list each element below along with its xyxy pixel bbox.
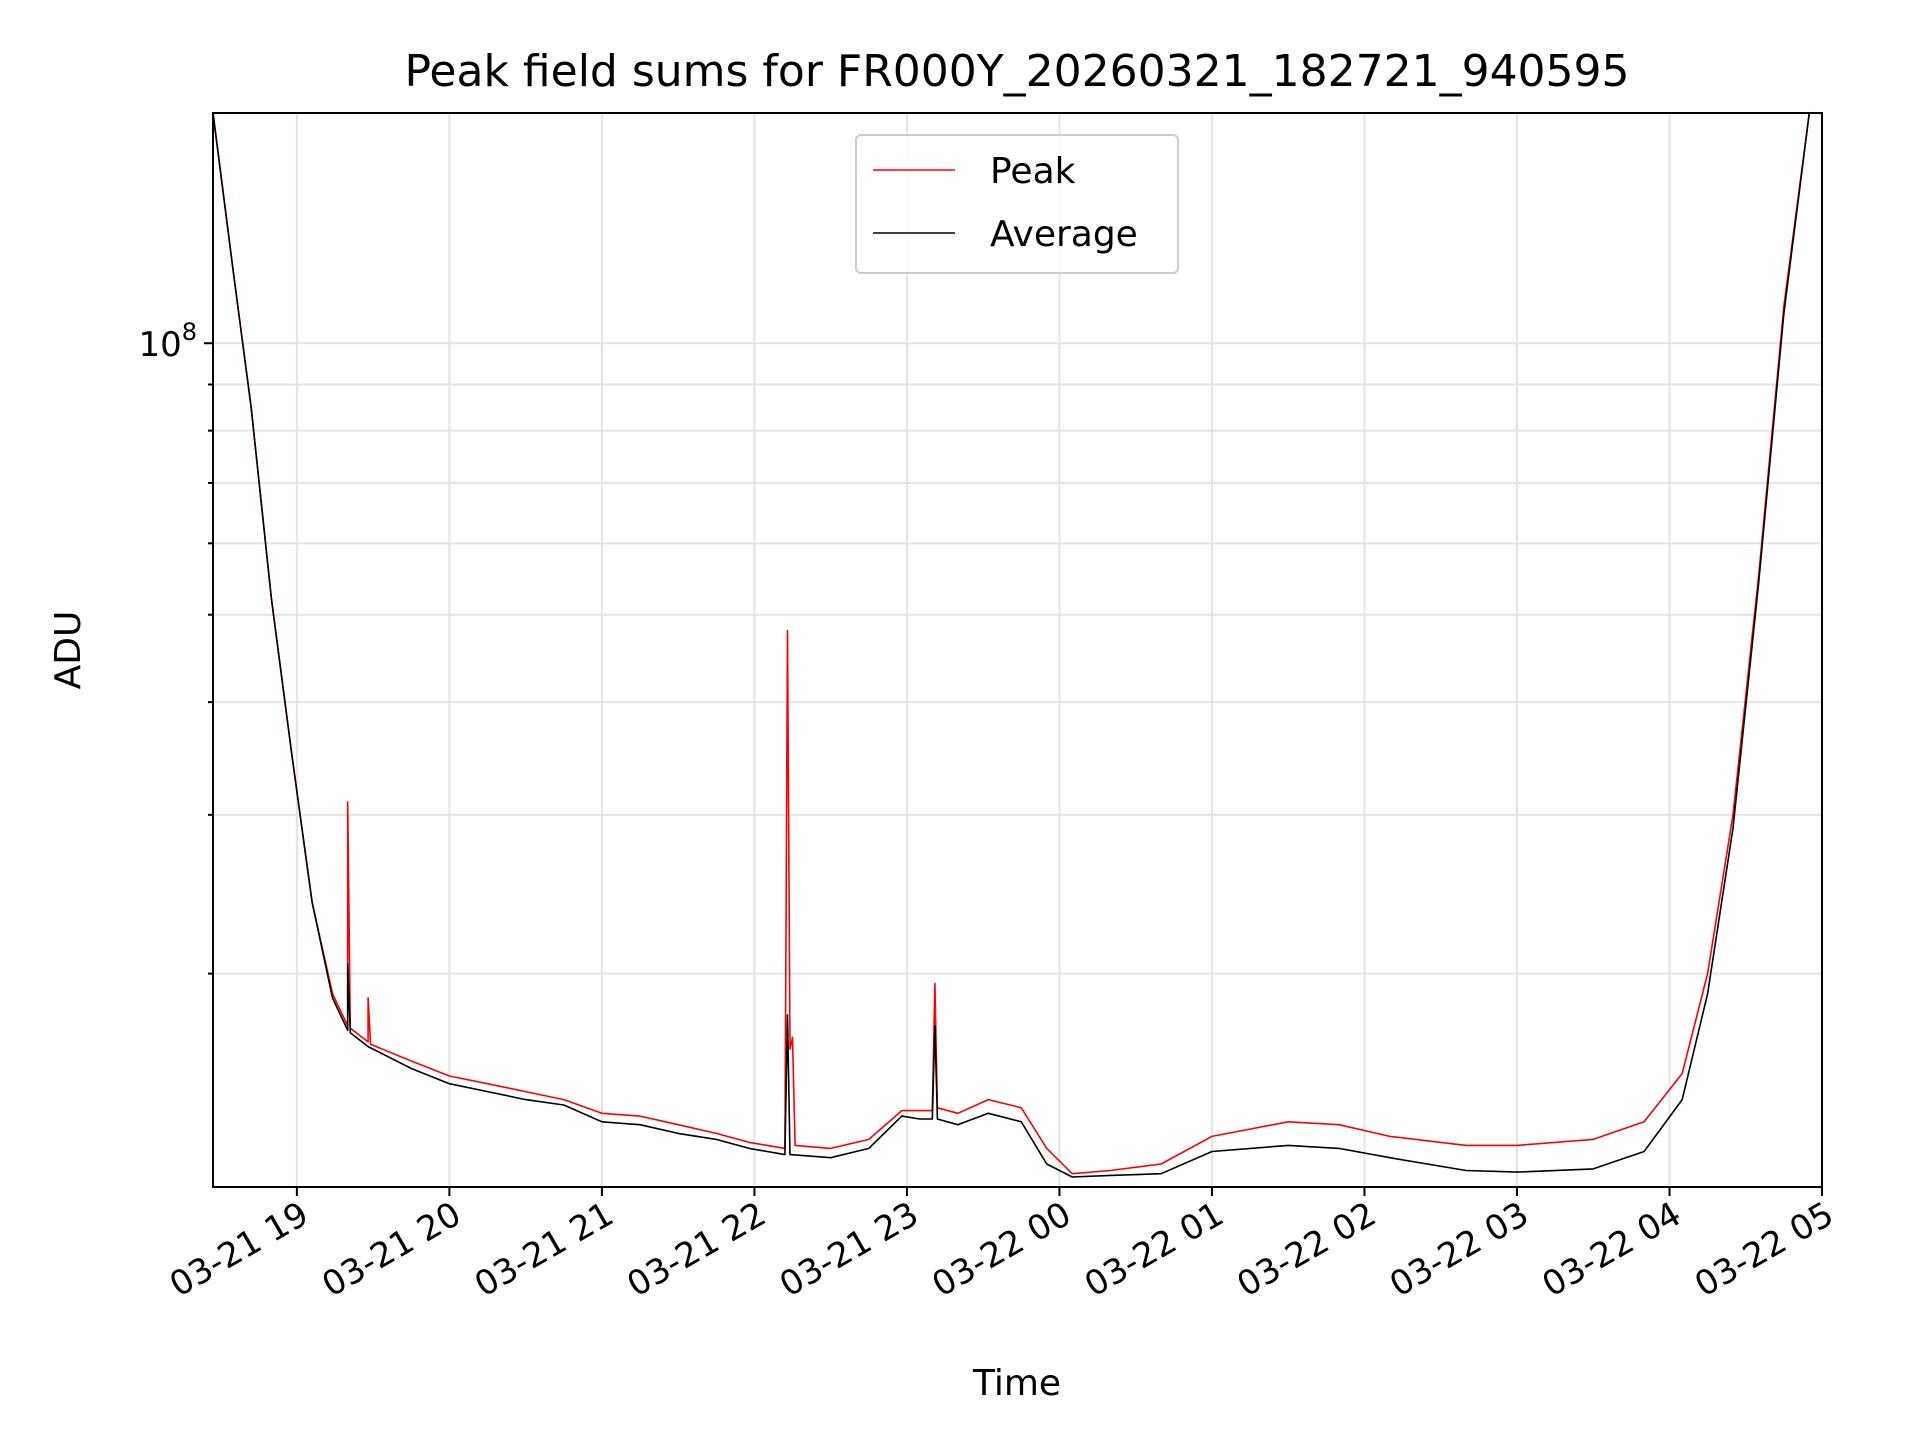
y-axis-label: ADU — [48, 611, 89, 690]
plot-frame — [212, 112, 1823, 1188]
series-line-average — [212, 112, 1811, 1178]
legend-label-average: Average — [990, 214, 1138, 255]
y-tick-label-exp: 8 — [182, 318, 197, 346]
y-tick-label: 108 — [138, 318, 197, 365]
legend-label-peak: Peak — [990, 151, 1076, 192]
legend: Peak Average — [855, 134, 1179, 274]
y-axis-ticks: 108 — [138, 318, 213, 975]
chart-title: Peak field sums for FR000Y_20260321_1827… — [404, 46, 1629, 97]
x-axis-label: Time — [972, 1363, 1061, 1404]
series-layer — [212, 112, 1811, 1178]
y-tick-label-base: 10 — [138, 325, 181, 365]
series-line-peak — [212, 112, 1811, 1175]
